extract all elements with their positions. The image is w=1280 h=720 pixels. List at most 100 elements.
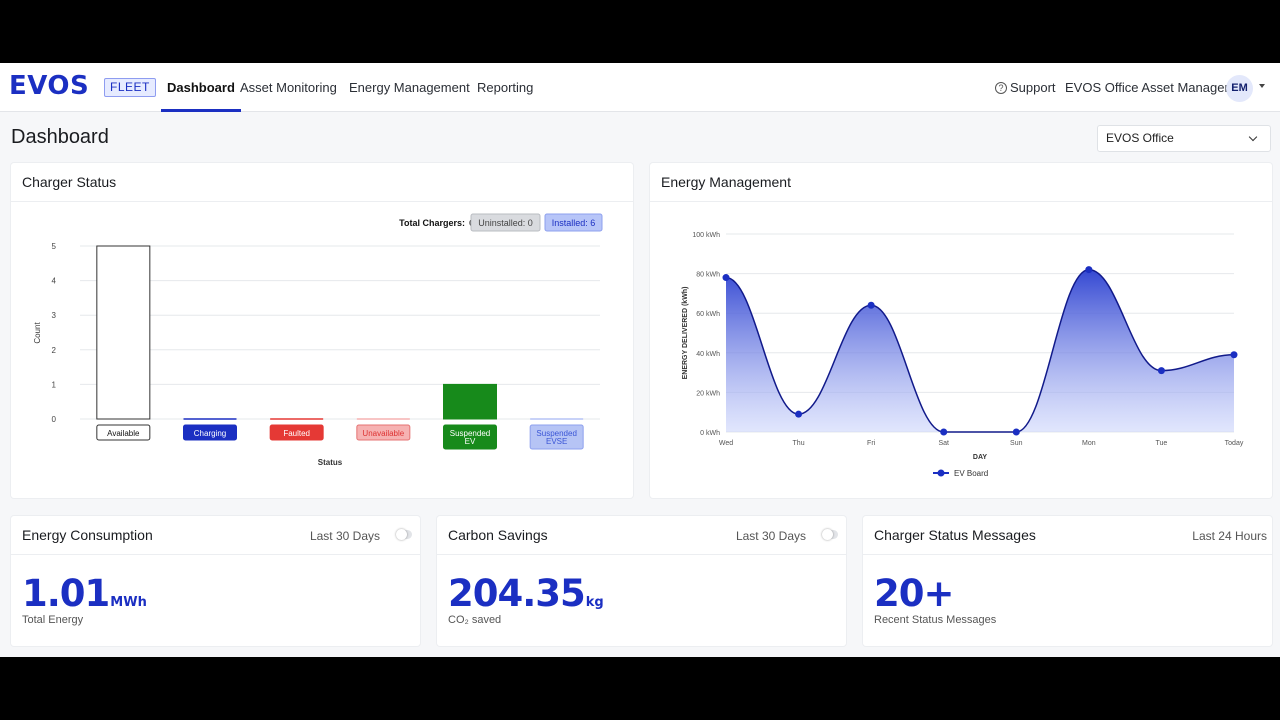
- tab-energy-management[interactable]: Energy Management: [349, 80, 470, 95]
- total-chargers-label: Total Chargers:: [399, 218, 465, 228]
- charger-status-chart: 0 1 2 3 4 5 Available Charging Faulted Unavailab…: [33, 213, 603, 467]
- energy-unit: MWh: [110, 595, 147, 610]
- messages-value: 20+: [874, 572, 954, 615]
- support-label: Support: [1010, 80, 1056, 95]
- x-tick-label: Sun: [1010, 440, 1023, 447]
- category-chip: [183, 424, 237, 441]
- support-link[interactable]: ? Support: [995, 63, 1056, 112]
- data-point: [795, 410, 803, 418]
- period-label: Last 30 Days: [735, 529, 806, 543]
- x-tick-label: Unavailable: [362, 429, 404, 438]
- category-chip: [269, 424, 324, 441]
- card-header: Energy Management: [650, 163, 1272, 202]
- carbon-savings-card: Carbon Savings Last 30 Days 204.35kg CO₂…: [437, 516, 846, 646]
- card-title: Energy Management: [661, 174, 791, 190]
- card-title: Charger Status: [22, 174, 117, 190]
- y-tick-label: 0: [52, 415, 57, 424]
- carbon-unit: kg: [585, 595, 604, 610]
- energy-consumption-card: Energy Consumption Last 30 Days 1.01MWh …: [11, 516, 420, 646]
- carbon-caption: CO₂ saved: [448, 614, 502, 626]
- x-tick-label: EVSE: [546, 437, 567, 446]
- card-title: Charger Status Messages: [874, 527, 1036, 543]
- site-select[interactable]: EVOS Office: [1097, 125, 1271, 152]
- bar-suspended-ev: [443, 383, 497, 420]
- uninstalled-badge: [470, 213, 541, 232]
- help-circle-icon: ?: [995, 81, 1007, 94]
- x-tick-label: EV: [465, 437, 476, 446]
- tab-asset-monitoring[interactable]: Asset Monitoring: [240, 80, 337, 95]
- data-point: [722, 274, 730, 282]
- x-tick-label: Sat: [938, 440, 949, 447]
- tab-dashboard[interactable]: Dashboard: [161, 63, 241, 112]
- chart-legend[interactable]: EV Board: [933, 469, 988, 478]
- evos-logo[interactable]: EVOS: [9, 71, 90, 101]
- x-tick-label: Tue: [1156, 440, 1168, 447]
- site-select-value: EVOS Office: [1106, 131, 1174, 145]
- x-axis-label: DAY: [973, 454, 987, 461]
- data-point: [1157, 367, 1165, 375]
- carbon-value: 204.35kg: [448, 572, 604, 615]
- series-area: [726, 269, 1234, 432]
- y-axis-label: ENERGY DELIVERED (kWh): [682, 287, 689, 380]
- data-point: [1085, 266, 1093, 274]
- logo-text: EVOS: [9, 71, 90, 101]
- tab-reporting[interactable]: Reporting: [477, 80, 534, 95]
- y-tick-label: 5: [52, 242, 57, 251]
- avatar[interactable]: EM: [1226, 75, 1253, 102]
- category-chip: [356, 424, 411, 441]
- y-tick-label: 20 kWh: [696, 390, 720, 397]
- y-tick-label: 60 kWh: [696, 311, 720, 318]
- data-point: [867, 301, 875, 309]
- y-tick-label: 3: [52, 311, 57, 320]
- period-label: Last 30 Days: [309, 529, 380, 543]
- installed-badge: [544, 213, 603, 232]
- energy-value: 1.01MWh: [22, 572, 147, 615]
- app-frame: EVOS FLEET Dashboard Asset Monitoring En…: [0, 63, 1280, 657]
- bar-available: [96, 245, 151, 420]
- user-name[interactable]: EVOS Office Asset Manager: [1065, 80, 1229, 95]
- period-toggle[interactable]: [396, 529, 412, 540]
- card-header: Energy Consumption Last 30 Days: [11, 516, 420, 555]
- x-tick-label: Thu: [793, 440, 805, 447]
- installed-count: Installed: 6: [552, 218, 596, 228]
- x-tick-label: Faulted: [283, 429, 310, 438]
- page-title: Dashboard: [11, 126, 109, 148]
- data-point: [940, 428, 948, 436]
- legend-label: EV Board: [954, 469, 988, 478]
- category-chip: [443, 424, 497, 450]
- y-tick-label: 40 kWh: [696, 351, 720, 358]
- x-tick-label: Available: [107, 429, 140, 438]
- period-toggle[interactable]: [822, 529, 838, 540]
- x-tick-label: Suspended: [450, 429, 490, 438]
- card-title: Carbon Savings: [448, 527, 548, 543]
- messages-caption: Recent Status Messages: [874, 614, 997, 626]
- legend-marker: [937, 469, 945, 477]
- y-axis-label: Count: [33, 322, 42, 344]
- x-tick-label: Suspended: [536, 429, 576, 438]
- category-chip: [96, 424, 151, 441]
- x-tick-label: Charging: [194, 429, 226, 438]
- x-tick-label: Fri: [867, 440, 876, 447]
- y-tick-label: 2: [52, 346, 57, 355]
- period-label: Last 24 Hours: [1192, 529, 1267, 543]
- category-chip: [529, 424, 584, 450]
- y-tick-label: 80 kWh: [696, 272, 720, 279]
- data-point: [1230, 351, 1238, 359]
- status-messages-card: Charger Status Messages Last 24 Hours 20…: [863, 516, 1272, 646]
- y-tick-label: 100 kWh: [692, 232, 720, 239]
- y-tick-label: 1: [52, 380, 57, 389]
- charger-status-card: Charger Status 0 1 2 3 4 5 Available Charging F…: [11, 163, 633, 498]
- energy-management-card: Energy Management 0 kWh 20 kWh 40 kWh 60 kW…: [650, 163, 1272, 498]
- energy-caption: Total Energy: [22, 614, 84, 626]
- chevron-down-icon: [1248, 132, 1258, 142]
- uninstalled-count: Uninstalled: 0: [478, 218, 533, 228]
- fleet-badge: FLEET: [104, 78, 156, 97]
- card-header: Charger Status: [11, 163, 633, 202]
- x-tick-label: Mon: [1082, 440, 1096, 447]
- x-tick-label: Wed: [719, 440, 733, 447]
- y-tick-label: 4: [52, 277, 57, 286]
- y-tick-label: 0 kWh: [700, 430, 720, 437]
- x-tick-label: Today: [1225, 440, 1244, 447]
- data-point: [1012, 428, 1020, 436]
- chevron-down-icon[interactable]: [1259, 84, 1265, 88]
